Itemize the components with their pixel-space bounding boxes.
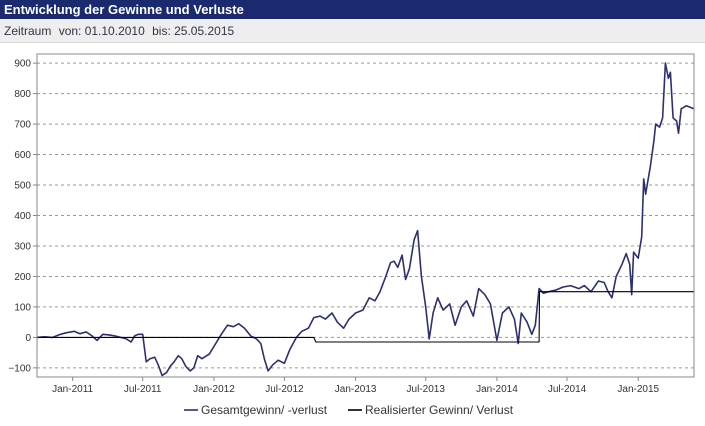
date-range-bar: Zeitraum von: 01.10.2010 bis: 25.05.2015	[0, 19, 705, 43]
series-lines	[36, 62, 695, 377]
legend-label: Realisierter Gewinn/ Verlust	[365, 403, 514, 417]
gridlines	[37, 62, 694, 369]
legend: Gesamtgewinn/ -verlust Realisierter Gewin…	[184, 403, 514, 417]
y-tick-label: 400	[14, 211, 31, 222]
y-tick-label: 700	[14, 120, 31, 131]
legend-label: Gesamtgewinn/ -verlust	[201, 403, 328, 417]
series-line-realisiert	[37, 291, 694, 343]
x-tick-label: Jan-2012	[193, 384, 235, 395]
page-title: Entwicklung der Gewinne und Verluste	[0, 0, 705, 19]
range-label: Zeitraum	[4, 24, 52, 38]
x-tick-label: Jul-2014	[548, 384, 587, 395]
y-tick-label: 0	[25, 333, 31, 344]
x-tick-label: Jan-2011	[52, 384, 93, 395]
x-tick-label: Jul-2011	[124, 384, 162, 395]
y-tick-label: 100	[14, 302, 31, 313]
line-chart: −100 0 100 200 300 400 500 600 700 800 900 Jan-201…	[8, 53, 695, 417]
x-tick-label: Jan-2014	[476, 384, 518, 395]
y-tick-label: 300	[14, 241, 31, 252]
y-tick-label: 200	[14, 272, 31, 283]
y-tick-label: −100	[8, 363, 31, 374]
x-axis-ticks: Jan-2011 Jul-2011 Jan-2012 Jul-2012 Jan-2013…	[52, 377, 660, 395]
y-tick-label: 600	[14, 150, 31, 161]
y-tick-label: 800	[14, 89, 31, 100]
x-tick-label: Jul-2012	[265, 384, 304, 395]
range-to: bis: 25.05.2015	[152, 24, 235, 38]
range-from: von: 01.10.2010	[58, 24, 145, 38]
y-tick-label: 900	[14, 59, 31, 70]
plot-area-frame	[36, 53, 695, 378]
x-tick-label: Jan-2015	[617, 384, 659, 395]
series-line-gesamt	[36, 62, 695, 377]
y-tick-label: 500	[14, 181, 31, 192]
x-tick-label: Jul-2013	[407, 384, 446, 395]
y-axis-ticks: −100 0 100 200 300 400 500 600 700 800 900	[8, 59, 37, 374]
x-tick-label: Jan-2013	[335, 384, 377, 395]
